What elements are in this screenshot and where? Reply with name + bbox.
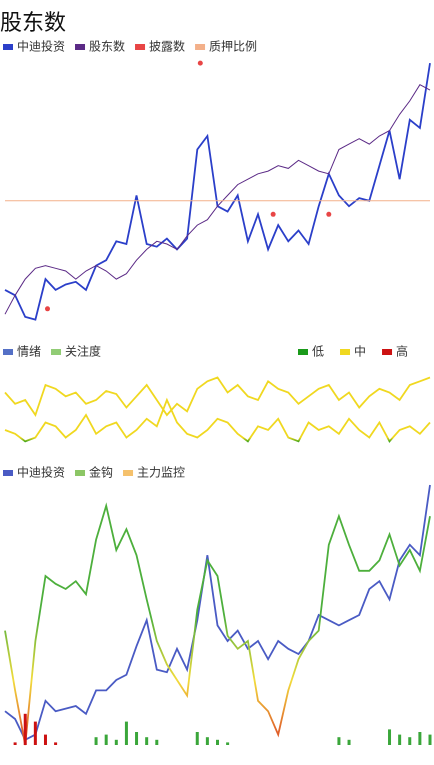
bar — [145, 737, 149, 745]
bar — [216, 739, 219, 745]
legend-label-swatch — [3, 470, 13, 476]
legend-label-swatch — [75, 44, 86, 50]
legend-label-swatch — [135, 44, 146, 50]
line — [4, 502, 431, 746]
legend-label: 情绪 — [17, 345, 41, 359]
line — [4, 84, 431, 315]
bar — [398, 734, 402, 745]
dot — [45, 306, 50, 312]
legend-label-swatch — [123, 470, 134, 476]
bar — [337, 737, 341, 745]
legend-label: 中迪投资 — [17, 39, 65, 54]
visual-map-label-swatch — [340, 349, 351, 355]
bar — [114, 739, 118, 745]
legend-label: 金钩 — [89, 465, 113, 480]
legend-label-swatch — [75, 470, 86, 476]
dot — [270, 211, 276, 217]
visual-map-label: 中 — [354, 344, 366, 359]
visual-map-label: 高 — [396, 344, 408, 359]
bar — [388, 729, 392, 745]
bar — [94, 737, 98, 745]
line — [4, 62, 431, 321]
bar — [428, 734, 432, 745]
bar — [347, 739, 351, 745]
bar — [205, 737, 209, 745]
bar — [54, 742, 58, 745]
legend-label-swatch — [3, 44, 13, 50]
bar — [418, 732, 422, 745]
legend-label: 关注度 — [65, 344, 101, 359]
visual-map-label-swatch — [298, 349, 308, 355]
legend-label-swatch — [195, 44, 206, 50]
bar — [23, 713, 27, 745]
legend-label: 质押比例 — [209, 40, 257, 54]
dot — [326, 211, 332, 217]
legend-label: 中迪投资 — [17, 465, 65, 480]
chart-title: 股东数 — [0, 11, 66, 36]
legend-label: 主力监控 — [137, 466, 185, 480]
bar — [104, 734, 108, 745]
bar — [195, 732, 199, 745]
bar — [135, 732, 139, 745]
legend-label-swatch — [3, 349, 13, 355]
bar — [226, 742, 230, 745]
line — [4, 397, 431, 443]
bar — [33, 721, 37, 745]
legend-label: 股东数 — [89, 39, 125, 54]
bar — [124, 721, 128, 745]
visual-map-label: 低 — [312, 345, 324, 359]
visual-map-label-swatch — [382, 349, 393, 355]
legend-label: 披露数 — [149, 39, 185, 54]
dot — [197, 60, 203, 66]
line — [4, 484, 431, 742]
bar — [408, 737, 412, 745]
line — [4, 376, 431, 418]
bar — [155, 739, 159, 745]
legend-label-swatch — [51, 349, 62, 355]
bar — [43, 734, 47, 745]
bar — [13, 742, 17, 745]
